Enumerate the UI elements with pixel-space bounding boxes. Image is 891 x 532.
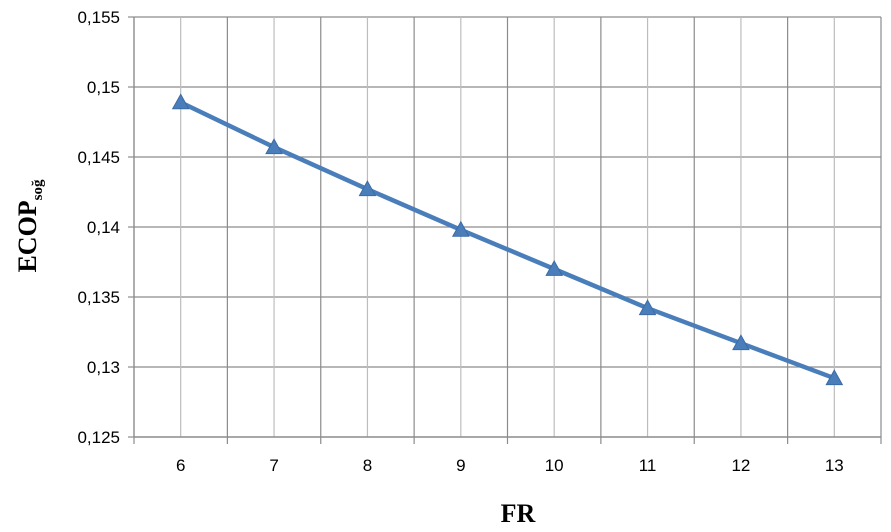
series-line	[179, 100, 836, 381]
axes	[128, 16, 881, 444]
data-point-triangle	[451, 220, 470, 237]
data-point-triangle	[638, 299, 657, 316]
data-point-triangle	[265, 138, 283, 155]
y-tick-label: 0,135	[77, 288, 120, 307]
y-tick-label: 0,145	[77, 148, 120, 167]
y-axis-title-main: ECOP	[13, 200, 42, 272]
y-tick-label: 0,155	[77, 8, 120, 27]
data-point-triangle	[171, 93, 190, 110]
data-point-triangle	[358, 180, 377, 197]
x-tick-labels: 6 7 8 9 10 11 12 13	[176, 456, 844, 475]
x-tick-label: 9	[456, 456, 465, 475]
y-tick-label: 0,15	[87, 78, 120, 97]
y-tick-label: 0,14	[87, 218, 120, 237]
data-point-triangle	[825, 369, 844, 386]
x-tick-label: 8	[363, 456, 372, 475]
series-markers	[171, 93, 844, 386]
y-tick-labels: 0,125 0,13 0,135 0,14 0,145 0,15 0,155	[77, 8, 120, 447]
x-tick-label: 7	[269, 456, 278, 475]
x-tick-label: 6	[176, 456, 185, 475]
y-axis-title: ECOPsoğ	[13, 179, 46, 273]
y-axis-title-subscript: soğ	[30, 179, 46, 200]
data-point-triangle	[732, 334, 750, 351]
x-tick-label: 11	[639, 456, 657, 475]
y-tick-label: 0,125	[77, 428, 120, 447]
y-tick-label: 0,13	[87, 358, 120, 377]
x-tick-label: 13	[825, 456, 844, 475]
x-axis-title: FR	[501, 499, 536, 528]
x-tick-label: 10	[545, 456, 564, 475]
series-line-path	[179, 100, 836, 381]
x-tick-label: 12	[731, 456, 750, 475]
grid-lines	[134, 16, 882, 444]
data-point-triangle	[545, 259, 564, 276]
